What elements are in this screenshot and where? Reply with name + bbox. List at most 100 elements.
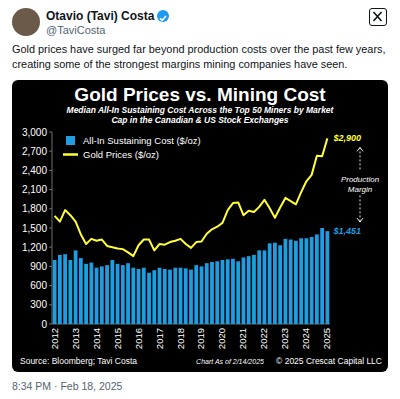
check-path — [160, 16, 166, 20]
bar — [242, 257, 246, 324]
bar — [173, 268, 177, 324]
bar — [278, 245, 282, 324]
bar — [137, 269, 141, 324]
annotation-line: Production — [341, 175, 380, 184]
y-axis — [52, 132, 53, 324]
bar — [142, 268, 146, 324]
bar — [110, 260, 114, 324]
y-tick-label: 1,800 — [22, 203, 47, 214]
bar — [305, 238, 309, 324]
x-tick-label: 2015 — [112, 328, 123, 349]
copyright: © 2025 Crescat Capital LLC — [276, 356, 382, 366]
chart: Gold Prices vs. Mining CostMedian All-In… — [12, 80, 388, 372]
author-handle: @TaviCosta — [46, 24, 105, 36]
avatar — [12, 8, 40, 36]
bar — [294, 241, 298, 324]
y-tick — [49, 285, 52, 286]
y-tick-label: 3,000 — [22, 127, 47, 138]
y-tick — [49, 247, 52, 248]
y-tick-label: 1,200 — [22, 242, 47, 253]
bar — [68, 260, 72, 324]
chart-note: Chart As of 2/14/2025 — [196, 358, 264, 365]
bar — [121, 265, 125, 324]
y-tick — [49, 266, 52, 267]
bar — [200, 266, 204, 324]
y-tick-label: 2,400 — [22, 165, 47, 176]
bar — [263, 250, 267, 324]
y-tick-label: 600 — [30, 280, 47, 291]
bar — [168, 270, 172, 324]
x-tick-label: 2025 — [321, 328, 332, 349]
chart-title: Gold Prices vs. Mining Cost — [74, 84, 326, 105]
bar — [116, 264, 120, 324]
bar — [131, 268, 135, 324]
x-tick-label: 2021 — [237, 328, 248, 349]
bar — [215, 261, 219, 324]
y-tick — [49, 228, 52, 229]
bar — [257, 250, 261, 324]
x-tick-label: 2023 — [279, 328, 290, 349]
verified-badge — [157, 10, 169, 22]
bar — [325, 231, 329, 324]
plot-area — [53, 138, 330, 324]
bar — [284, 239, 288, 324]
bar — [236, 261, 240, 324]
arrow-head — [357, 147, 363, 151]
bar — [194, 265, 198, 324]
bar — [163, 269, 167, 324]
gold-line — [55, 138, 328, 256]
bar — [299, 238, 303, 324]
bar — [53, 260, 57, 324]
annotation-line: Margin — [348, 185, 373, 194]
bar — [231, 259, 235, 324]
bar — [100, 266, 104, 324]
subtitle-line: Cap in the Canadian & US Stock Exchanges — [111, 115, 288, 125]
x-tick-label: 2013 — [70, 328, 81, 349]
bar — [252, 255, 256, 324]
bar — [289, 240, 293, 324]
bar — [315, 234, 319, 324]
legend-label: Gold Prices ($/oz) — [83, 149, 159, 160]
y-tick — [49, 170, 52, 171]
bar — [89, 263, 93, 324]
x-tick-label: 2014 — [91, 328, 102, 349]
author-name: Otavio (Tavi) Costa — [46, 9, 154, 23]
bar — [95, 268, 99, 324]
bar — [58, 255, 62, 324]
bar — [184, 268, 188, 324]
y-tick-label: 900 — [30, 261, 47, 272]
legend-label: All-In Sustaining Cost ($/oz) — [83, 135, 201, 146]
x-tick-label: 2018 — [175, 328, 186, 349]
x-logo — [369, 8, 387, 26]
tweet-text: Gold prices have surged far beyond produ… — [12, 42, 394, 72]
x-tick-label: 2024 — [300, 328, 311, 349]
end-label: $1,451 — [332, 226, 361, 236]
y-tick — [49, 304, 52, 305]
y-tick — [49, 189, 52, 190]
bar — [221, 260, 225, 324]
y-tick — [49, 208, 52, 209]
bar — [74, 250, 78, 324]
x-tick-label: 2016 — [133, 328, 144, 349]
bar — [247, 256, 251, 324]
bar — [158, 268, 162, 324]
x-tick-label: 2019 — [195, 328, 206, 349]
y-tick — [49, 132, 52, 133]
y-tick-label: 300 — [30, 299, 47, 310]
y-tick-label: 0 — [41, 319, 47, 330]
arrow-head — [357, 218, 363, 222]
verified-check — [157, 12, 169, 24]
x-logo-path — [374, 12, 382, 21]
margin-annotation: ProductionMargin — [341, 175, 380, 194]
bar — [152, 270, 156, 324]
source: Source: Bloomberg; Tavi Costa — [20, 356, 137, 366]
x-tick-label: 2012 — [49, 328, 60, 349]
y-tick — [49, 151, 52, 152]
bar — [273, 243, 277, 324]
y-tick-label: 2,100 — [22, 184, 47, 195]
legend-swatch — [63, 153, 78, 156]
bar — [84, 264, 88, 324]
bar — [79, 258, 83, 324]
annotation-bg — [336, 171, 384, 195]
bar — [179, 268, 183, 324]
